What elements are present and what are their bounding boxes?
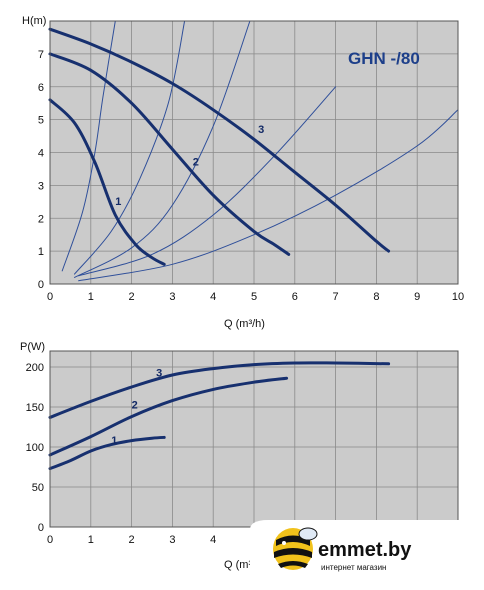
head-pump-curves [48, 27, 391, 266]
head-y-tick-labels: 0 1 2 3 4 5 6 7 [38, 49, 44, 291]
logo-text: emmet.by [318, 539, 412, 561]
x-tick-label: 2 [129, 534, 135, 546]
x-tick-label: 8 [373, 291, 379, 303]
pump-curve-2 [48, 376, 289, 457]
y-tick-label: 0 [38, 522, 44, 534]
curve-label-2: 2 [132, 400, 138, 412]
curve-label-1: 1 [111, 435, 117, 447]
x-tick-label: 9 [414, 291, 420, 303]
x-tick-label: 0 [47, 534, 53, 546]
x-tick-label: 0 [47, 291, 53, 303]
system-curve [74, 20, 186, 275]
head-x-axis-title: Q (m³/h) [224, 318, 265, 330]
x-tick-label: 7 [333, 291, 339, 303]
x-tick-label: 5 [251, 291, 257, 303]
pump-curve-2 [48, 52, 291, 256]
y-tick-label: 4 [38, 148, 44, 160]
head-x-tick-labels: 0 1 2 3 4 5 6 7 8 9 10 [47, 291, 464, 303]
head-plot-border [49, 20, 459, 285]
chart-title: GHN -/80 [348, 49, 420, 68]
system-curve [78, 109, 459, 282]
y-tick-label: 5 [38, 115, 44, 127]
x-tick-label: 4 [210, 291, 216, 303]
power-curves [48, 361, 391, 471]
power-curve-labels: 1 2 3 [111, 368, 162, 447]
system-curve [78, 86, 337, 277]
x-tick-label: 4 [210, 534, 216, 546]
x-tick-label: 1 [88, 534, 94, 546]
x-tick-label: 3 [169, 534, 175, 546]
system-curve [61, 20, 116, 272]
x-tick-label: 1 [88, 291, 94, 303]
pump-curve-1 [48, 435, 166, 471]
y-tick-label: 3 [38, 180, 44, 192]
y-tick-label: 2 [38, 213, 44, 225]
y-tick-label: 6 [38, 82, 44, 94]
y-tick-label: 100 [26, 442, 44, 454]
pump-curve-1 [48, 98, 166, 266]
y-tick-label: 7 [38, 49, 44, 61]
pump-curve-3 [48, 27, 391, 253]
y-tick-label: 50 [32, 482, 44, 494]
curve-label-3: 3 [156, 368, 162, 380]
power-y-axis-title: P(W) [20, 341, 45, 353]
logo-subtitle: интернет магазин [321, 563, 386, 572]
y-tick-label: 150 [26, 402, 44, 414]
pump-curve-3 [48, 361, 391, 419]
y-tick-label: 0 [38, 279, 44, 291]
y-tick-label: 200 [26, 362, 44, 374]
x-tick-label: 3 [169, 291, 175, 303]
head-curve-labels: 1 2 3 [115, 124, 264, 208]
x-tick-label: 6 [292, 291, 298, 303]
head-system-curves [61, 20, 459, 282]
curve-label-3: 3 [258, 124, 264, 136]
head-y-axis-title: H(m) [22, 15, 46, 27]
y-tick-label: 1 [38, 246, 44, 258]
bee-icon [273, 527, 318, 570]
x-tick-label: 10 [452, 291, 464, 303]
system-curve [74, 20, 251, 278]
power-y-tick-labels: 0 50 100 150 200 [26, 362, 44, 534]
power-gridlines [50, 351, 458, 527]
emmet-logo: emmet.by интернет магазин [250, 520, 484, 590]
curve-label-2: 2 [193, 157, 199, 169]
x-tick-label: 2 [129, 291, 135, 303]
curve-label-1: 1 [115, 196, 121, 208]
